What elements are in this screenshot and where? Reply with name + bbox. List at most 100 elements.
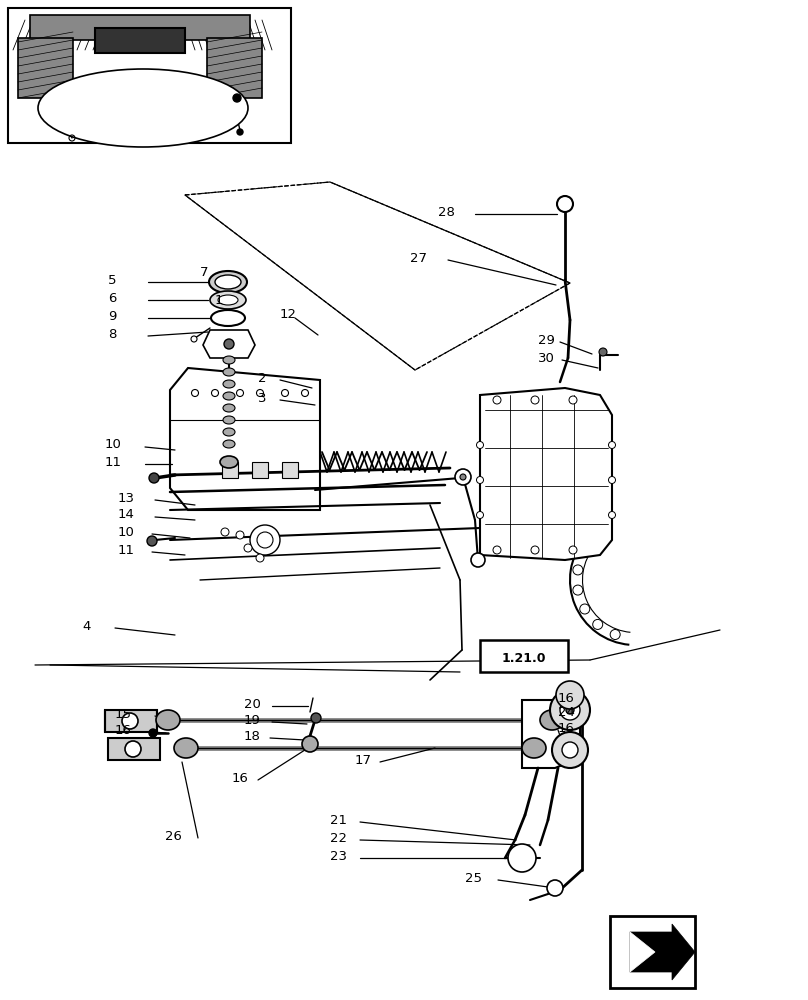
Text: 10: 10 (118, 526, 135, 538)
Circle shape (149, 473, 159, 483)
Text: 5: 5 (108, 273, 116, 286)
Ellipse shape (69, 91, 217, 139)
Circle shape (224, 339, 234, 349)
Circle shape (212, 389, 218, 396)
Circle shape (237, 129, 243, 135)
Text: 16: 16 (232, 772, 249, 784)
Text: 10: 10 (105, 438, 122, 452)
Text: 16: 16 (115, 724, 132, 736)
Ellipse shape (218, 295, 238, 305)
Circle shape (573, 585, 583, 595)
Circle shape (460, 474, 466, 480)
Circle shape (311, 713, 321, 723)
Circle shape (477, 477, 483, 484)
Circle shape (573, 565, 583, 575)
Text: 1.21.0: 1.21.0 (502, 652, 546, 664)
Text: 11: 11 (105, 456, 122, 468)
Circle shape (301, 389, 309, 396)
Text: 18: 18 (244, 730, 261, 742)
Circle shape (547, 880, 563, 896)
Polygon shape (522, 700, 580, 768)
Text: 2: 2 (258, 371, 267, 384)
Text: 16: 16 (558, 722, 574, 736)
Circle shape (302, 736, 318, 752)
Circle shape (256, 554, 264, 562)
Bar (18, 38, 73, 98)
Ellipse shape (223, 440, 235, 448)
Circle shape (569, 546, 577, 554)
Text: 21: 21 (330, 814, 347, 826)
Circle shape (125, 741, 141, 757)
Text: 28: 28 (438, 206, 455, 219)
Bar (8, 8, 291, 143)
Ellipse shape (220, 456, 238, 468)
Circle shape (250, 525, 280, 555)
Text: 8: 8 (108, 328, 116, 340)
Text: 19: 19 (244, 714, 261, 726)
Circle shape (608, 512, 616, 518)
Ellipse shape (522, 738, 546, 758)
Ellipse shape (223, 368, 235, 376)
Text: 1: 1 (215, 294, 224, 306)
Bar (282, 462, 298, 478)
Circle shape (493, 546, 501, 554)
Ellipse shape (215, 275, 241, 289)
Text: 30: 30 (538, 352, 555, 364)
Text: 16: 16 (558, 692, 574, 704)
Ellipse shape (174, 738, 198, 758)
Ellipse shape (38, 69, 248, 147)
Bar (105, 710, 157, 732)
Circle shape (147, 536, 157, 546)
Text: 17: 17 (355, 754, 372, 766)
Circle shape (281, 389, 288, 396)
Bar (95, 28, 185, 53)
Circle shape (599, 348, 607, 356)
Bar (207, 38, 262, 98)
Circle shape (477, 442, 483, 448)
Polygon shape (630, 932, 655, 972)
Ellipse shape (540, 710, 564, 730)
Circle shape (257, 532, 273, 548)
Circle shape (557, 196, 573, 212)
Text: 22: 22 (330, 832, 347, 844)
Bar (480, 640, 568, 672)
Bar (252, 462, 268, 478)
Circle shape (455, 469, 471, 485)
Circle shape (191, 389, 199, 396)
Ellipse shape (223, 404, 235, 412)
Bar (610, 916, 695, 988)
Bar (30, 15, 250, 40)
Polygon shape (630, 924, 695, 980)
Circle shape (610, 630, 621, 640)
Polygon shape (203, 330, 255, 358)
Ellipse shape (223, 392, 235, 400)
Polygon shape (170, 368, 320, 510)
Text: 14: 14 (118, 508, 135, 522)
Circle shape (608, 442, 616, 448)
Circle shape (552, 732, 588, 768)
Circle shape (562, 742, 578, 758)
Circle shape (580, 604, 590, 614)
Circle shape (593, 619, 603, 629)
Ellipse shape (223, 380, 235, 388)
Text: 24: 24 (558, 706, 574, 720)
Text: 11: 11 (118, 544, 135, 556)
Circle shape (560, 700, 580, 720)
Text: 23: 23 (330, 850, 347, 862)
Text: 13: 13 (118, 491, 135, 504)
Text: 20: 20 (244, 698, 261, 710)
Circle shape (608, 477, 616, 484)
Text: 25: 25 (465, 871, 482, 884)
Circle shape (122, 713, 138, 729)
Text: 15: 15 (115, 708, 132, 720)
Circle shape (493, 396, 501, 404)
Circle shape (237, 389, 243, 396)
Text: 29: 29 (538, 334, 555, 347)
Circle shape (191, 336, 197, 342)
Circle shape (556, 681, 584, 709)
Bar (222, 462, 238, 478)
Circle shape (256, 389, 263, 396)
Circle shape (569, 396, 577, 404)
Ellipse shape (210, 291, 246, 309)
Circle shape (149, 729, 157, 737)
